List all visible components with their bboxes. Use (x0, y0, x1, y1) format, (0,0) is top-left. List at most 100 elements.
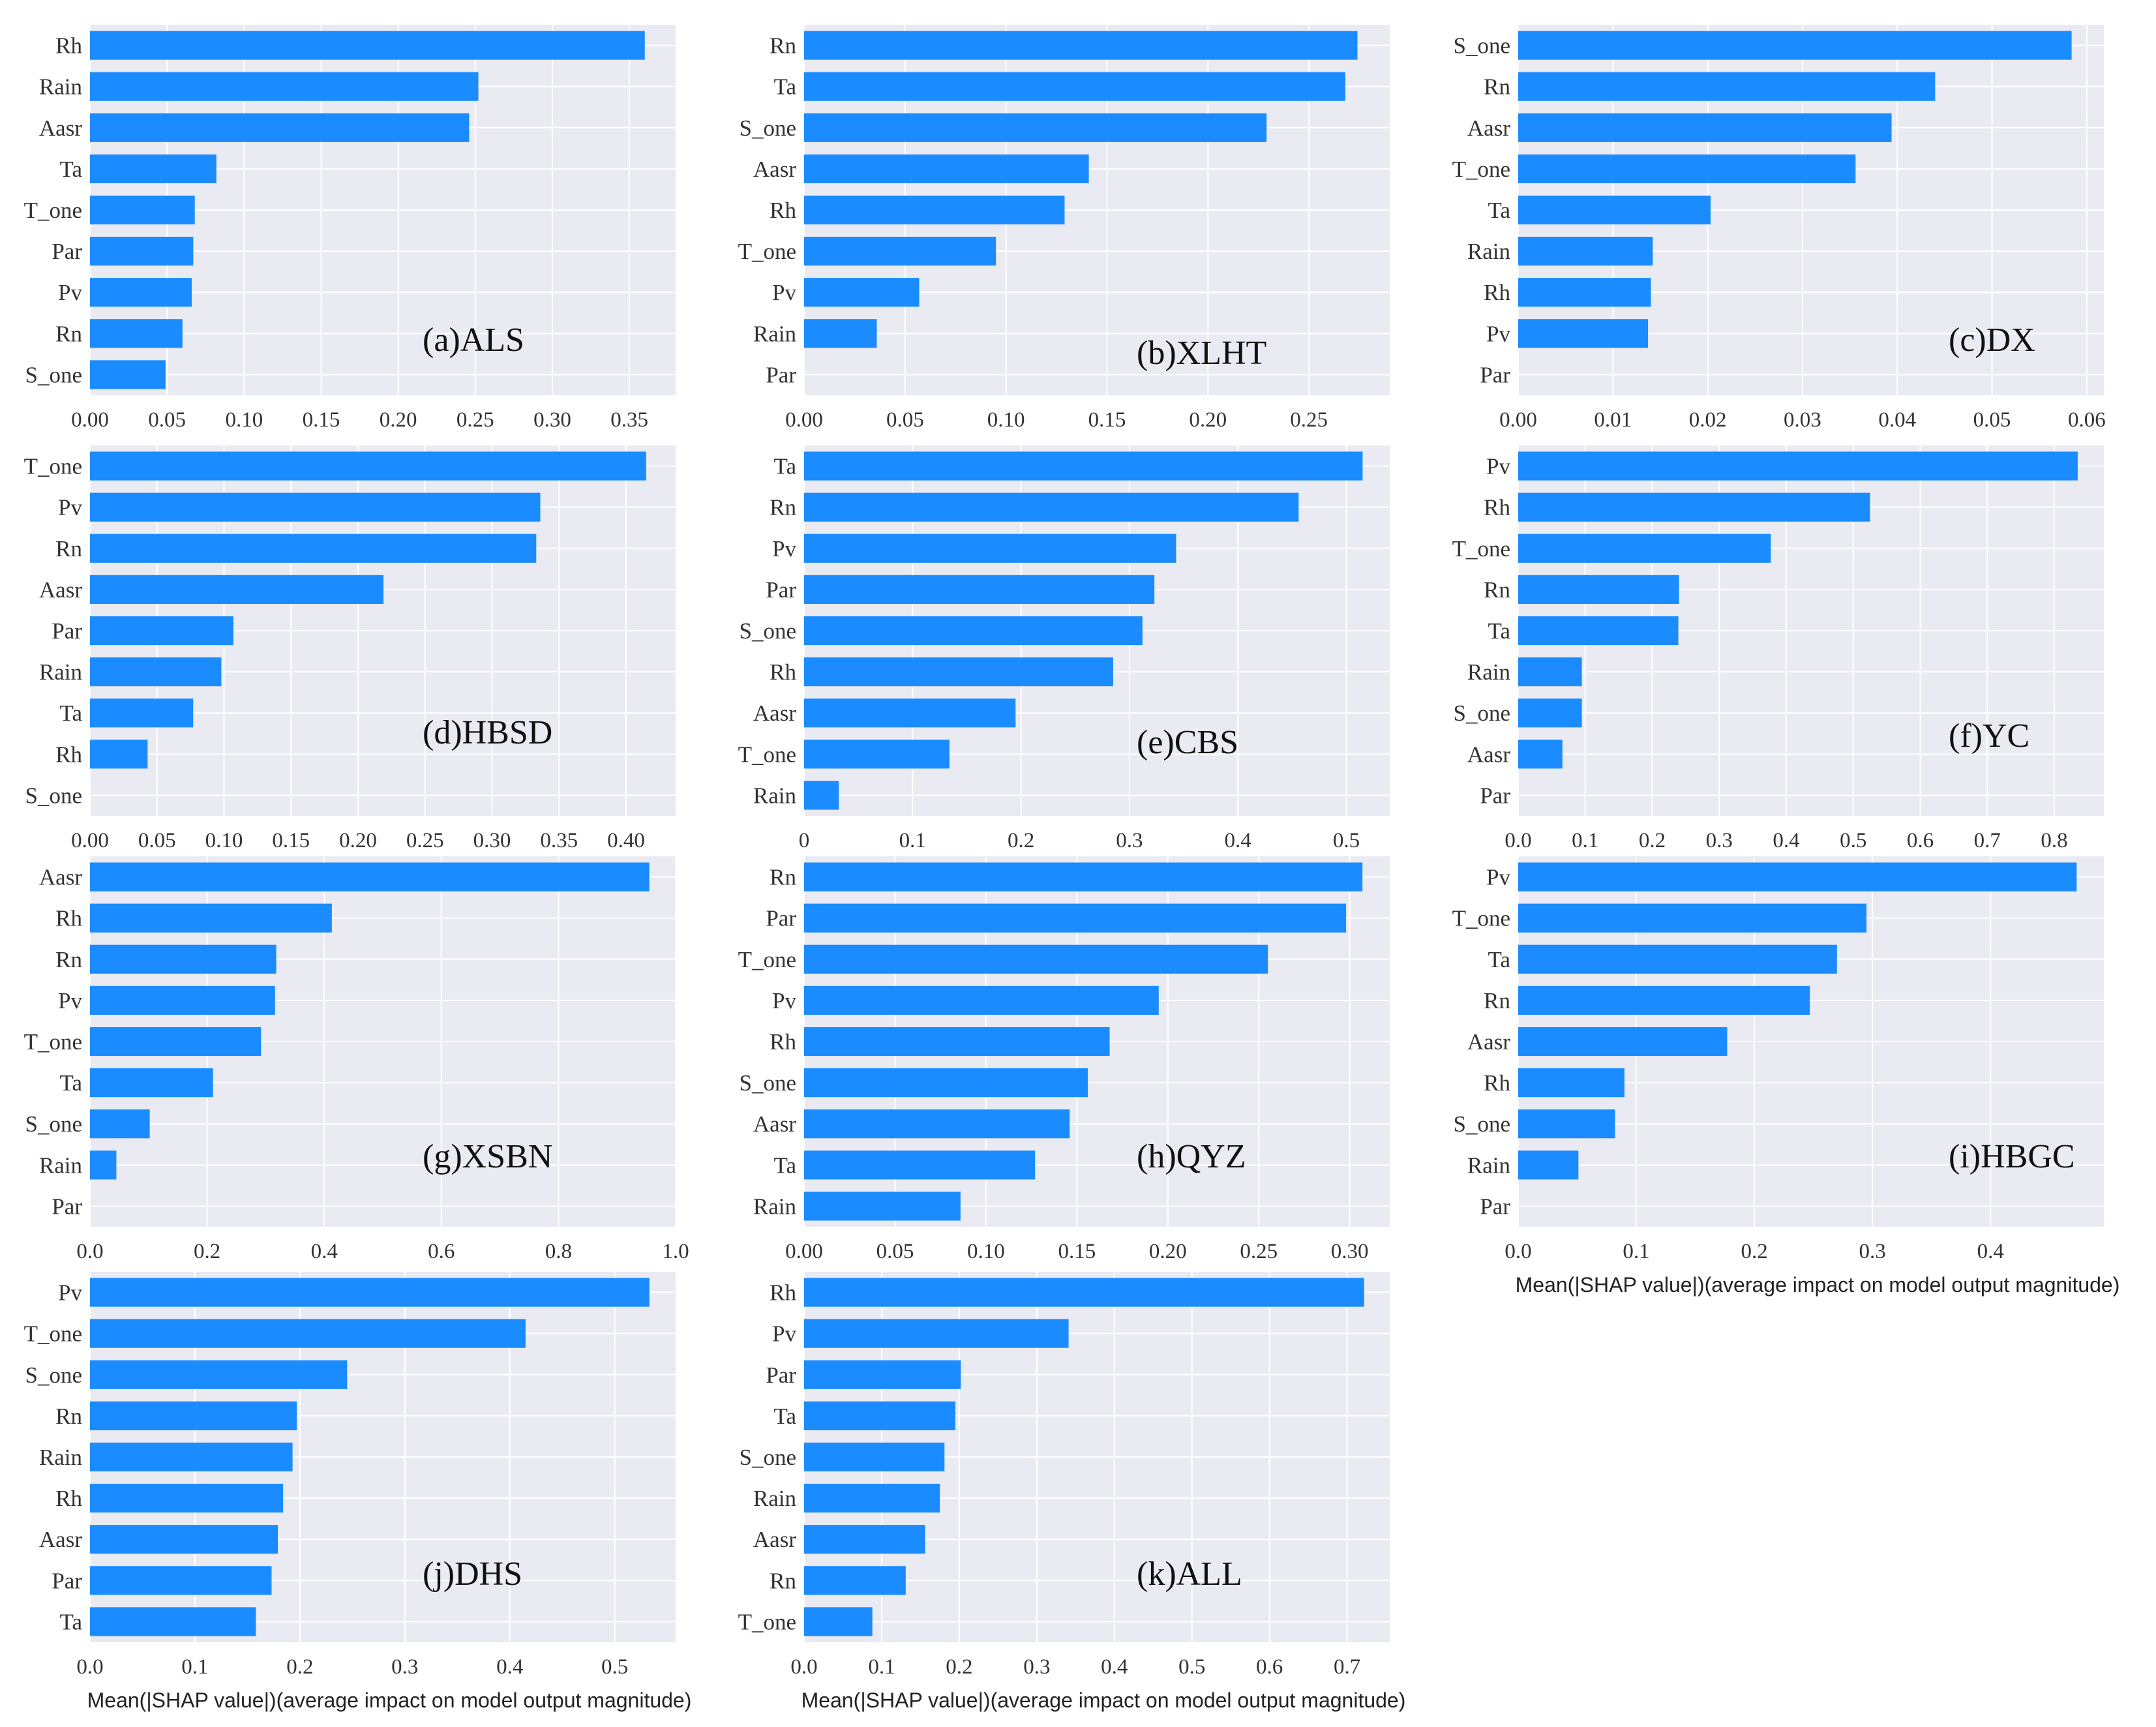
panel-label: (i)HBGC (1949, 1138, 2075, 1175)
category-label: Rn (55, 947, 82, 972)
tick-label: 0.1 (1623, 1240, 1649, 1263)
category-label: Pv (772, 988, 796, 1014)
category-label: Pv (1486, 454, 1510, 479)
category-label: Rh (1484, 495, 1510, 520)
category-label: Aasr (753, 157, 796, 182)
category-label: T_one (1452, 906, 1510, 931)
category-label: S_one (740, 1445, 797, 1470)
tick-label: 0.35 (540, 829, 578, 852)
category-label: S_one (25, 1111, 83, 1137)
chart-panel: Rn Par T_one Pv Rh S_one Aasr Ta Rain 0.00 0.05 0.1… (738, 856, 1390, 1263)
bar (1518, 944, 1837, 974)
bar (804, 72, 1345, 101)
chart-panel: Pv T_one S_one Rn Rain Rh Aasr Par Ta 0.0 0.1 0.2 0.… (24, 1272, 692, 1712)
category-label: Par (52, 239, 82, 264)
tick-label: 0.0 (76, 1240, 103, 1263)
bar (804, 1525, 925, 1554)
category-label: Aasr (753, 1527, 796, 1552)
category-label: T_one (738, 742, 796, 767)
tick-label: 0.1 (181, 1655, 208, 1679)
category-label: Par (766, 1362, 796, 1388)
tick-label: 0.4 (311, 1240, 338, 1263)
tick-label: 0.15 (272, 829, 310, 852)
x-axis-label: Mean(|SHAP value|)(average impact on mod… (87, 1689, 692, 1712)
tick-label: 0.2 (1741, 1240, 1767, 1263)
category-label: Rn (770, 865, 796, 890)
bar (1518, 113, 1892, 142)
tick-label: 0.15 (1058, 1240, 1096, 1263)
category-label: Aasr (1467, 742, 1510, 767)
tick-label: 0.00 (785, 408, 823, 432)
tick-label: 0.25 (1240, 1240, 1278, 1263)
category-label: Ta (1488, 947, 1511, 972)
bar (90, 903, 332, 933)
bar (90, 113, 470, 142)
bar (90, 1525, 278, 1554)
tick-label: 0.25 (406, 829, 444, 852)
bar (804, 1484, 940, 1513)
category-label: T_one (1452, 157, 1510, 182)
category-label: S_one (1454, 700, 1511, 726)
tick-label: 0.8 (2041, 829, 2067, 852)
bar (90, 1319, 526, 1348)
category-label: S_one (25, 1362, 83, 1388)
x-axis-label: Mean(|SHAP value|)(average impact on mod… (801, 1689, 1406, 1712)
category-label: Rain (39, 1445, 82, 1470)
category-label: T_one (738, 239, 796, 264)
tick-label: 0.4 (496, 1655, 523, 1679)
category-label: T_one (1452, 536, 1510, 562)
bar (1518, 862, 2077, 892)
bar (90, 1109, 150, 1139)
category-label: Rn (770, 495, 796, 520)
bar (1518, 492, 1870, 522)
tick-label: 0.10 (987, 408, 1025, 432)
bar (1518, 698, 1582, 728)
tick-label: 0.30 (533, 408, 571, 432)
panel-label: (c)DX (1949, 322, 2035, 359)
tick-label: 0.0 (790, 1655, 817, 1679)
bar (90, 657, 222, 687)
bar (1518, 154, 1856, 183)
bar (90, 195, 195, 225)
tick-label: 0.05 (138, 829, 176, 852)
category-label: Ta (60, 700, 83, 726)
bar (804, 451, 1363, 481)
chart-panel: T_one Pv Rn Aasr Par Rain Ta Rh S_one 0.00 0.05 0.1… (24, 445, 676, 852)
bar (1518, 903, 1867, 933)
panel-label: (a)ALS (423, 322, 524, 359)
tick-label: 0.30 (473, 829, 511, 852)
tick-label: 0.15 (303, 408, 340, 432)
tick-label: 1.0 (662, 1240, 689, 1263)
tick-label: 0.1 (1572, 829, 1598, 852)
category-label: Rn (1484, 577, 1510, 603)
bar (804, 1278, 1364, 1307)
tick-label: 0.0 (1505, 1240, 1531, 1263)
tick-label: 0.20 (380, 408, 417, 432)
category-label: Rain (1467, 659, 1510, 685)
bar (804, 1442, 945, 1472)
panel-label: (h)QYZ (1137, 1138, 1246, 1175)
bar (90, 319, 183, 348)
tick-label: 0.1 (868, 1655, 895, 1679)
category-label: Pv (58, 280, 82, 305)
bar (90, 740, 148, 769)
category-label: Ta (1488, 198, 1511, 223)
panel-label: (g)XSBN (423, 1138, 552, 1175)
tick-label: 0.3 (391, 1655, 418, 1679)
bar (1518, 740, 1563, 769)
bar (90, 492, 541, 522)
bar (90, 1027, 262, 1057)
tick-label: 0.06 (2068, 408, 2106, 432)
category-label: Aasr (39, 115, 82, 141)
tick-label: 0.05 (876, 1240, 914, 1263)
bar (804, 862, 1363, 892)
bar (90, 616, 233, 646)
category-label: Par (766, 362, 796, 387)
category-label: T_one (24, 1029, 82, 1055)
bar (804, 1027, 1110, 1057)
category-label: Rh (1484, 1070, 1510, 1096)
category-label: Par (1480, 1194, 1510, 1219)
tick-label: 0.1 (899, 829, 926, 852)
tick-label: 0.25 (1290, 408, 1328, 432)
